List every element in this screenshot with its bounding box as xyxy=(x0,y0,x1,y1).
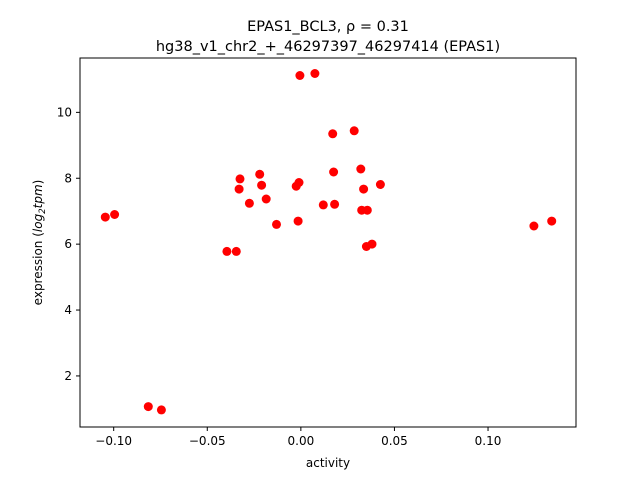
x-ticks: −0.10 −0.05 0.00 0.05 0.10 xyxy=(95,427,501,448)
data-point-7 xyxy=(234,184,244,194)
plot-area xyxy=(80,58,576,427)
data-point-16 xyxy=(295,71,305,80)
y-tick-label-3: 8 xyxy=(64,171,72,185)
data-point-29 xyxy=(375,180,385,189)
x-axis-label: activity xyxy=(306,456,350,470)
data-point-12 xyxy=(272,219,281,229)
data-point-22 xyxy=(349,126,359,136)
y-tick-label-4: 10 xyxy=(57,105,72,119)
chart-title-line1: EPAS1_BCL3, ρ = 0.31 xyxy=(247,19,409,35)
y-tick-label-0: 2 xyxy=(64,369,72,383)
points-layer xyxy=(100,69,557,415)
data-point-26 xyxy=(362,205,372,215)
data-point-5 xyxy=(231,246,241,256)
y-label-prefix: expression ( xyxy=(31,232,45,305)
data-point-30 xyxy=(529,221,539,231)
data-point-1 xyxy=(110,210,120,219)
data-point-28 xyxy=(367,239,377,249)
data-point-17 xyxy=(310,69,320,78)
data-point-18 xyxy=(318,200,328,210)
plot-frame xyxy=(79,57,577,428)
x-tick-label-3: 0.05 xyxy=(381,434,408,448)
y-label-suffix: ) xyxy=(31,180,45,185)
x-tick-label-2: 0.00 xyxy=(288,434,315,448)
x-tick-label-4: 0.10 xyxy=(475,434,502,448)
y-label-sub: 2 xyxy=(38,208,48,213)
data-point-0 xyxy=(100,212,110,222)
y-axis-label: expression (log2tpm) xyxy=(31,180,48,306)
chart-title-line2: hg38_v1_chr2_+_46297397_46297414 (EPAS1) xyxy=(156,39,500,55)
data-point-14 xyxy=(294,178,304,187)
data-point-8 xyxy=(244,198,254,208)
data-point-25 xyxy=(359,184,369,194)
y-tick-label-1: 4 xyxy=(64,303,72,317)
data-point-9 xyxy=(255,169,265,179)
data-point-11 xyxy=(261,194,271,204)
data-point-3 xyxy=(156,405,166,415)
data-point-6 xyxy=(235,174,245,184)
y-tick-label-2: 6 xyxy=(64,237,72,251)
data-point-15 xyxy=(293,216,303,226)
data-point-31 xyxy=(547,216,557,226)
data-point-21 xyxy=(330,199,340,209)
data-point-20 xyxy=(329,167,339,177)
data-point-4 xyxy=(222,246,232,256)
data-point-23 xyxy=(356,164,366,174)
y-label-tpm: tpm xyxy=(31,184,45,208)
data-point-10 xyxy=(257,180,267,190)
x-tick-label-0: −0.10 xyxy=(95,434,132,448)
data-point-2 xyxy=(143,402,153,412)
x-tick-label-1: −0.05 xyxy=(189,434,226,448)
data-point-19 xyxy=(328,129,338,139)
y-ticks: 2 4 6 8 10 xyxy=(57,105,80,383)
y-label-log: log xyxy=(31,213,45,232)
